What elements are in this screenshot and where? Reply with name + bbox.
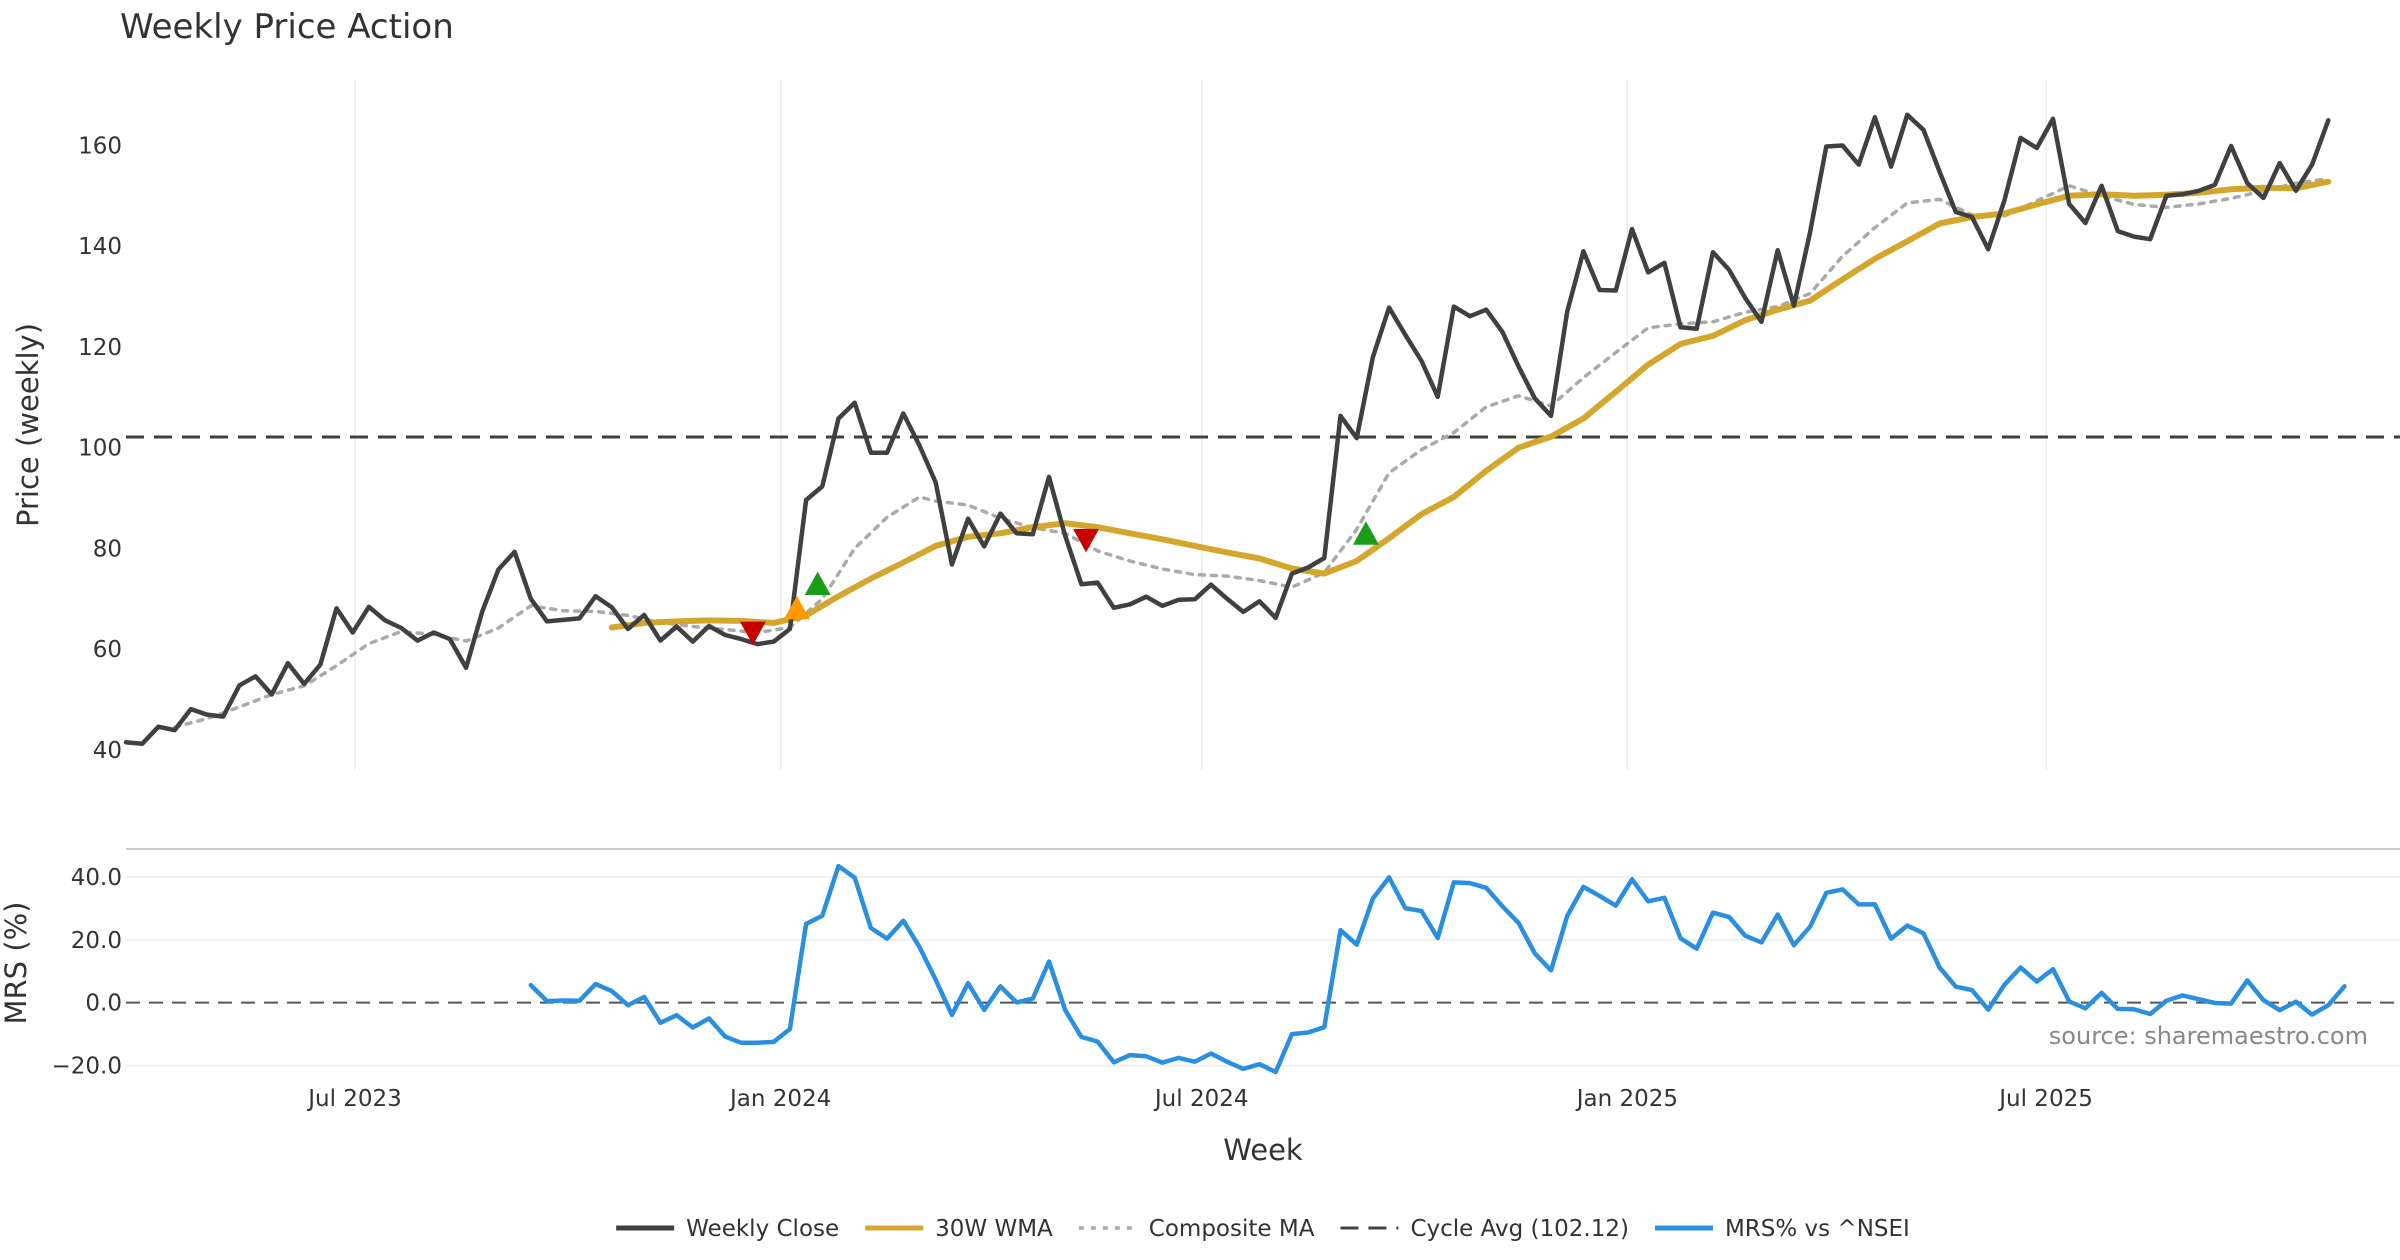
legend-item: Cycle Avg (102.12) bbox=[1340, 1216, 1629, 1242]
series-line-mrs bbox=[528, 863, 2347, 1075]
legend-label: Cycle Avg (102.12) bbox=[1410, 1216, 1629, 1242]
legend-label: 30W WMA bbox=[935, 1216, 1053, 1242]
mrs-y-tick-label: 40.0 bbox=[71, 865, 122, 891]
series-line-30w-wma bbox=[608, 178, 2332, 631]
mrs-y-tick-label: 20.0 bbox=[71, 928, 122, 954]
mrs-y-label: MRS (%) bbox=[0, 902, 33, 1025]
price-y-tick-label: 160 bbox=[78, 133, 122, 159]
price-y-ticks: 40 60 80 100 120 140 160 bbox=[78, 133, 122, 763]
series-line-weekly-close bbox=[123, 112, 2331, 747]
price-y-label: Price (weekly) bbox=[11, 323, 45, 527]
price-series bbox=[123, 112, 2332, 747]
x-axis-ticks: Jul 2023 Jan 2024 Jul 2024 Jan 2025 Jul 2025 bbox=[306, 1086, 2093, 1112]
x-tick-label: Jan 2025 bbox=[1575, 1086, 1678, 1112]
signal-marker-triangle-down bbox=[739, 621, 766, 645]
x-tick-label: Jul 2023 bbox=[306, 1086, 402, 1112]
mrs-series bbox=[528, 863, 2347, 1075]
price-y-tick-label: 100 bbox=[78, 436, 122, 462]
price-panel-grid bbox=[354, 80, 2047, 770]
price-y-tick-label: 80 bbox=[93, 536, 122, 562]
x-axis-label: Week bbox=[1223, 1133, 1303, 1167]
mrs-y-ticks: −20.0 0.0 20.0 40.0 bbox=[52, 865, 122, 1079]
legend-item: Weekly Close bbox=[616, 1216, 839, 1242]
legend-item: Composite MA bbox=[1078, 1216, 1315, 1242]
mrs-y-tick-label: −20.0 bbox=[52, 1053, 122, 1079]
signal-marker-triangle-up bbox=[783, 595, 810, 620]
legend-label: Composite MA bbox=[1149, 1216, 1315, 1242]
legend-label: MRS% vs ^NSEI bbox=[1725, 1216, 1910, 1242]
x-tick-label: Jul 2025 bbox=[1997, 1086, 2093, 1112]
series-line-composite-ma bbox=[172, 176, 2331, 729]
price-y-tick-label: 60 bbox=[93, 637, 122, 663]
chart-title: Weekly Price Action bbox=[120, 7, 454, 47]
x-tick-label: Jan 2024 bbox=[728, 1086, 831, 1112]
x-tick-label: Jul 2024 bbox=[1153, 1086, 1249, 1112]
legend-label: Weekly Close bbox=[686, 1216, 839, 1242]
legend-item: 30W WMA bbox=[865, 1216, 1053, 1242]
signal-marker-triangle-down bbox=[1073, 528, 1100, 553]
mrs-y-tick-label: 0.0 bbox=[85, 991, 122, 1017]
legend-item: MRS% vs ^NSEI bbox=[1654, 1216, 1910, 1242]
legend: Weekly Close 30W WMA Composite MA Cycle Avg… bbox=[616, 1216, 1910, 1242]
price-y-tick-label: 40 bbox=[93, 738, 122, 764]
price-y-tick-label: 140 bbox=[78, 234, 122, 260]
price-y-tick-label: 120 bbox=[78, 335, 122, 361]
signal-marker-triangle-up bbox=[804, 571, 831, 596]
signal-markers bbox=[739, 521, 1379, 645]
source-credit: source: sharemaestro.com bbox=[2049, 1022, 2368, 1050]
signal-marker-triangle-up bbox=[1352, 521, 1379, 545]
